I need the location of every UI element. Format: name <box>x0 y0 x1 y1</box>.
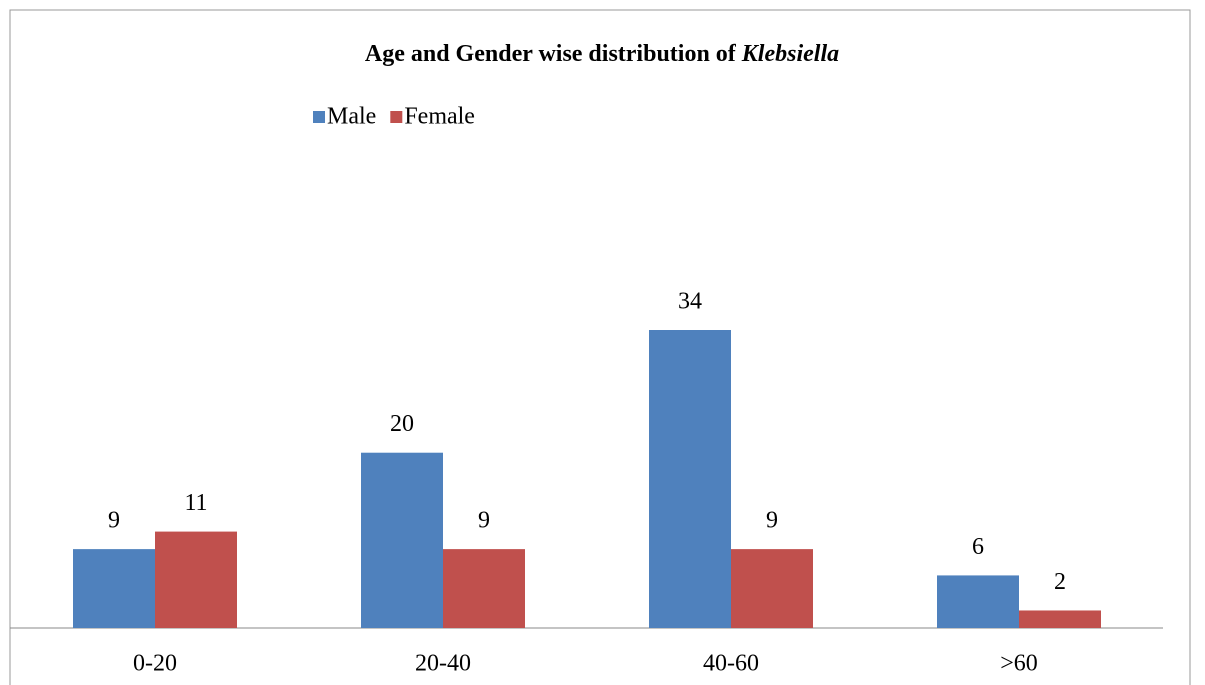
bar <box>73 549 155 628</box>
value-label: 6 <box>972 534 984 560</box>
value-label: 9 <box>108 508 120 534</box>
bar <box>1019 610 1101 628</box>
value-label: 9 <box>478 508 490 534</box>
value-label: 20 <box>390 411 414 437</box>
chart-title: Age and Gender wise distribution of Kleb… <box>365 41 839 67</box>
value-label: 34 <box>678 289 702 315</box>
x-tick-label: 20-40 <box>415 651 471 677</box>
value-label: 2 <box>1054 569 1066 595</box>
x-tick-label: 40-60 <box>703 651 759 677</box>
bar <box>155 531 237 628</box>
legend-swatch <box>390 111 403 123</box>
bar <box>649 330 731 628</box>
title-italic: Klebsiella <box>741 41 839 67</box>
x-tick-label: 0-20 <box>133 651 177 677</box>
bar <box>361 452 443 628</box>
bar <box>731 549 813 628</box>
legend-label: Male <box>327 104 376 130</box>
legend-swatch <box>313 111 325 123</box>
legend-label: Female <box>404 104 475 130</box>
bar <box>443 549 525 628</box>
value-label: 11 <box>184 490 207 516</box>
value-label: 9 <box>766 508 778 534</box>
chart-frame <box>9 9 1191 685</box>
x-tick-label: >60 <box>1000 651 1038 677</box>
bar <box>937 575 1019 628</box>
title-text: Age and Gender wise distribution of <box>365 41 737 67</box>
